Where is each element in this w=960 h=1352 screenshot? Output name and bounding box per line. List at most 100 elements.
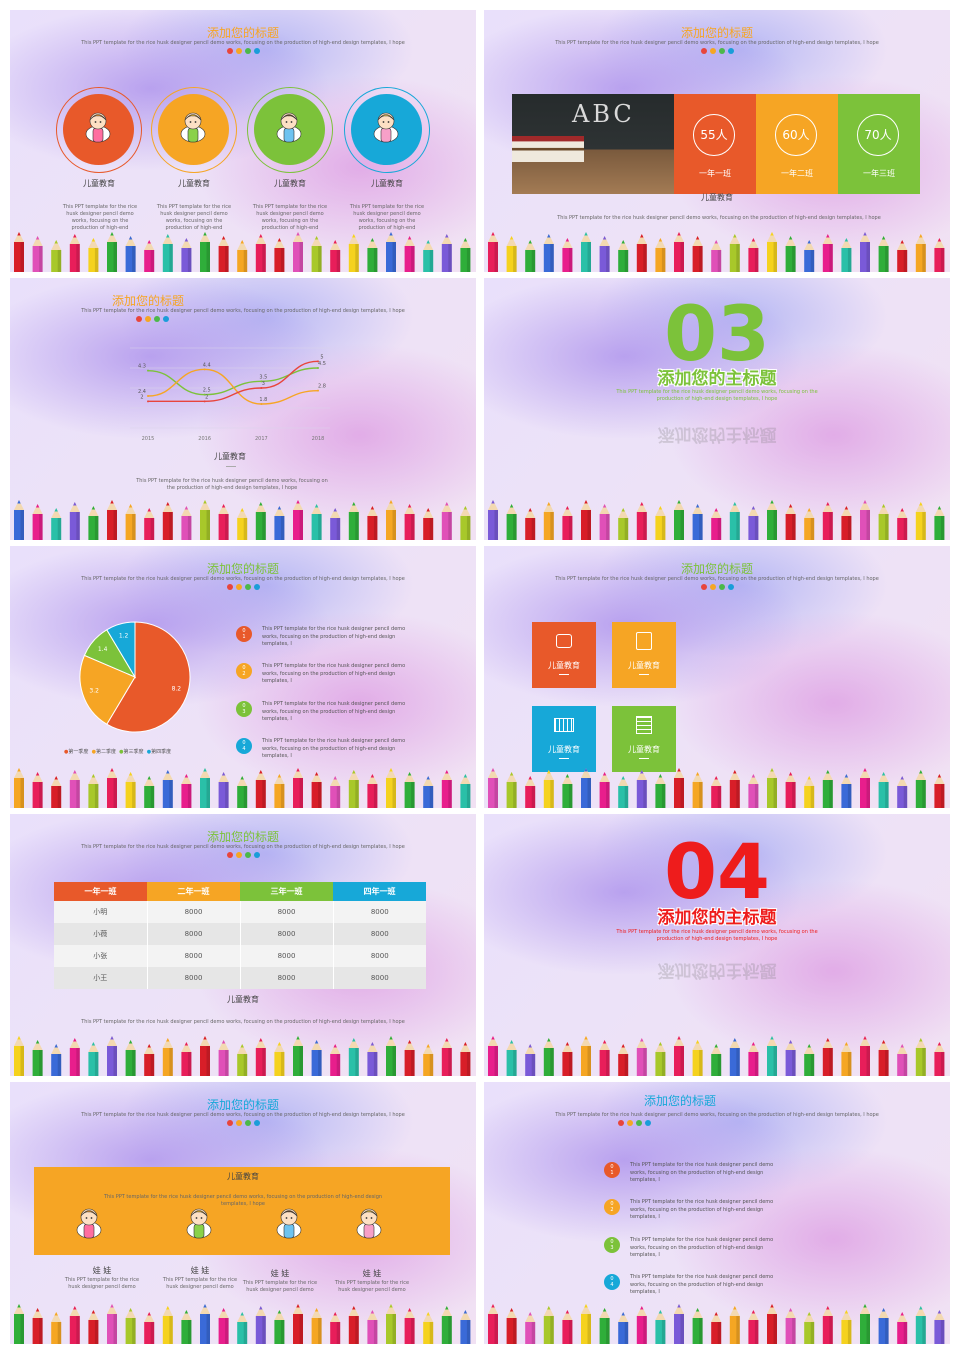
pencil-body [655,784,666,808]
pencil-shade [903,250,908,272]
pencil-body [348,1316,359,1344]
pencil-tip [785,1308,796,1318]
pencil [822,234,833,272]
color-dot [253,584,260,590]
pencil-body [51,786,62,808]
pencil-lead [352,770,356,774]
color-dot [626,1120,633,1126]
pencil-body [934,516,945,540]
tile-3[interactable]: 儿童教育 [532,706,596,772]
pencil-body [348,244,359,272]
pencil-lead [695,1040,700,1044]
pencil [934,1310,945,1344]
pencil [674,1036,684,1076]
pencil [543,502,554,540]
pencil-body [599,782,610,808]
pencil [655,774,666,808]
pencil-shade [280,784,285,808]
pencil [748,774,759,808]
pencil [88,774,99,808]
pencil [674,500,684,540]
pencil-shade [717,786,722,808]
pencil [804,240,815,272]
pencil-lead [370,1310,375,1314]
tile-4[interactable]: 儿童教育 [612,706,676,772]
pencil-body [748,1320,759,1344]
pencil [822,770,833,808]
pencil-shade [243,250,248,272]
color-dot [644,1120,651,1126]
pencil-shade [39,782,43,808]
pencil [934,238,945,272]
pencil-shade [587,778,591,808]
pencil [636,234,647,272]
pencil-lead [147,776,151,780]
pencil-shade [448,1316,452,1344]
pencil-lead [937,774,942,778]
slide-6: 添加您的标题 This PPT template for the rice hu… [484,546,950,808]
tile-1[interactable]: 儿童教育 [532,622,596,688]
pencil-lead [314,236,319,240]
pencil-tip [934,506,945,516]
hair [89,114,107,121]
pencil-body [785,1050,796,1076]
pencil [562,238,573,272]
pencil-tip [237,776,248,786]
pencil-tip [107,500,117,510]
pencil-lead [17,768,21,772]
pencil-body [125,1050,136,1076]
pencil [237,1312,248,1344]
pencil-lead [565,238,570,242]
pencil-shade [466,1320,471,1344]
pencil-body [841,1320,852,1344]
pencil-body [934,248,945,272]
pencil [767,500,777,540]
pencil-shade [336,1054,341,1076]
table-cell: 小明 [54,901,147,923]
pencil [69,1306,80,1344]
pencil-body [237,518,248,540]
pencil-lead [565,774,570,778]
hair [190,1210,208,1217]
pencil [274,1310,285,1344]
pencil [841,1310,852,1344]
pencil [729,234,740,272]
pencil [525,776,536,808]
pencil-body [822,1316,833,1344]
circle-ring-4 [344,87,430,173]
pencil [144,1312,155,1344]
color-dot [235,1120,242,1126]
section-text: This PPT template for the rice husk desi… [616,929,818,942]
color-dot [709,584,716,590]
slide-3: 添加您的标题 This PPT template for the rice hu… [10,278,476,540]
data-point [203,368,206,371]
pencil-lead [491,768,495,772]
pencil-lead [426,1312,430,1316]
pencil-tip [51,508,62,518]
table-cell: 8000 [239,945,333,967]
slice-label: 8.2 [172,685,182,692]
legend-item: ●第四季度 [146,749,172,755]
pencil-tip [897,240,908,250]
pencil-tip [692,1040,703,1050]
pencil-tip [767,768,777,778]
pencil-tip [460,506,471,516]
pencil-body [125,246,136,272]
pencil [692,236,703,272]
pencil-body [562,784,573,808]
pencil-lead [695,772,700,776]
pencil-body [404,514,415,540]
item-text: This PPT template for the rice husk desi… [262,701,406,722]
pencil-body [14,778,24,808]
pencil-shade [94,1320,99,1344]
color-dot [226,584,233,590]
pencil-tip [441,1306,452,1316]
box-label: 一年一班 [699,169,731,178]
pencil-tip [655,506,666,516]
pencil [488,1304,498,1344]
pencil-body [311,782,322,808]
pencil-tip [386,500,396,510]
pencil-lead [370,238,375,242]
pencil-tip [293,768,303,778]
tile-2[interactable]: 儿童教育 [612,622,676,688]
